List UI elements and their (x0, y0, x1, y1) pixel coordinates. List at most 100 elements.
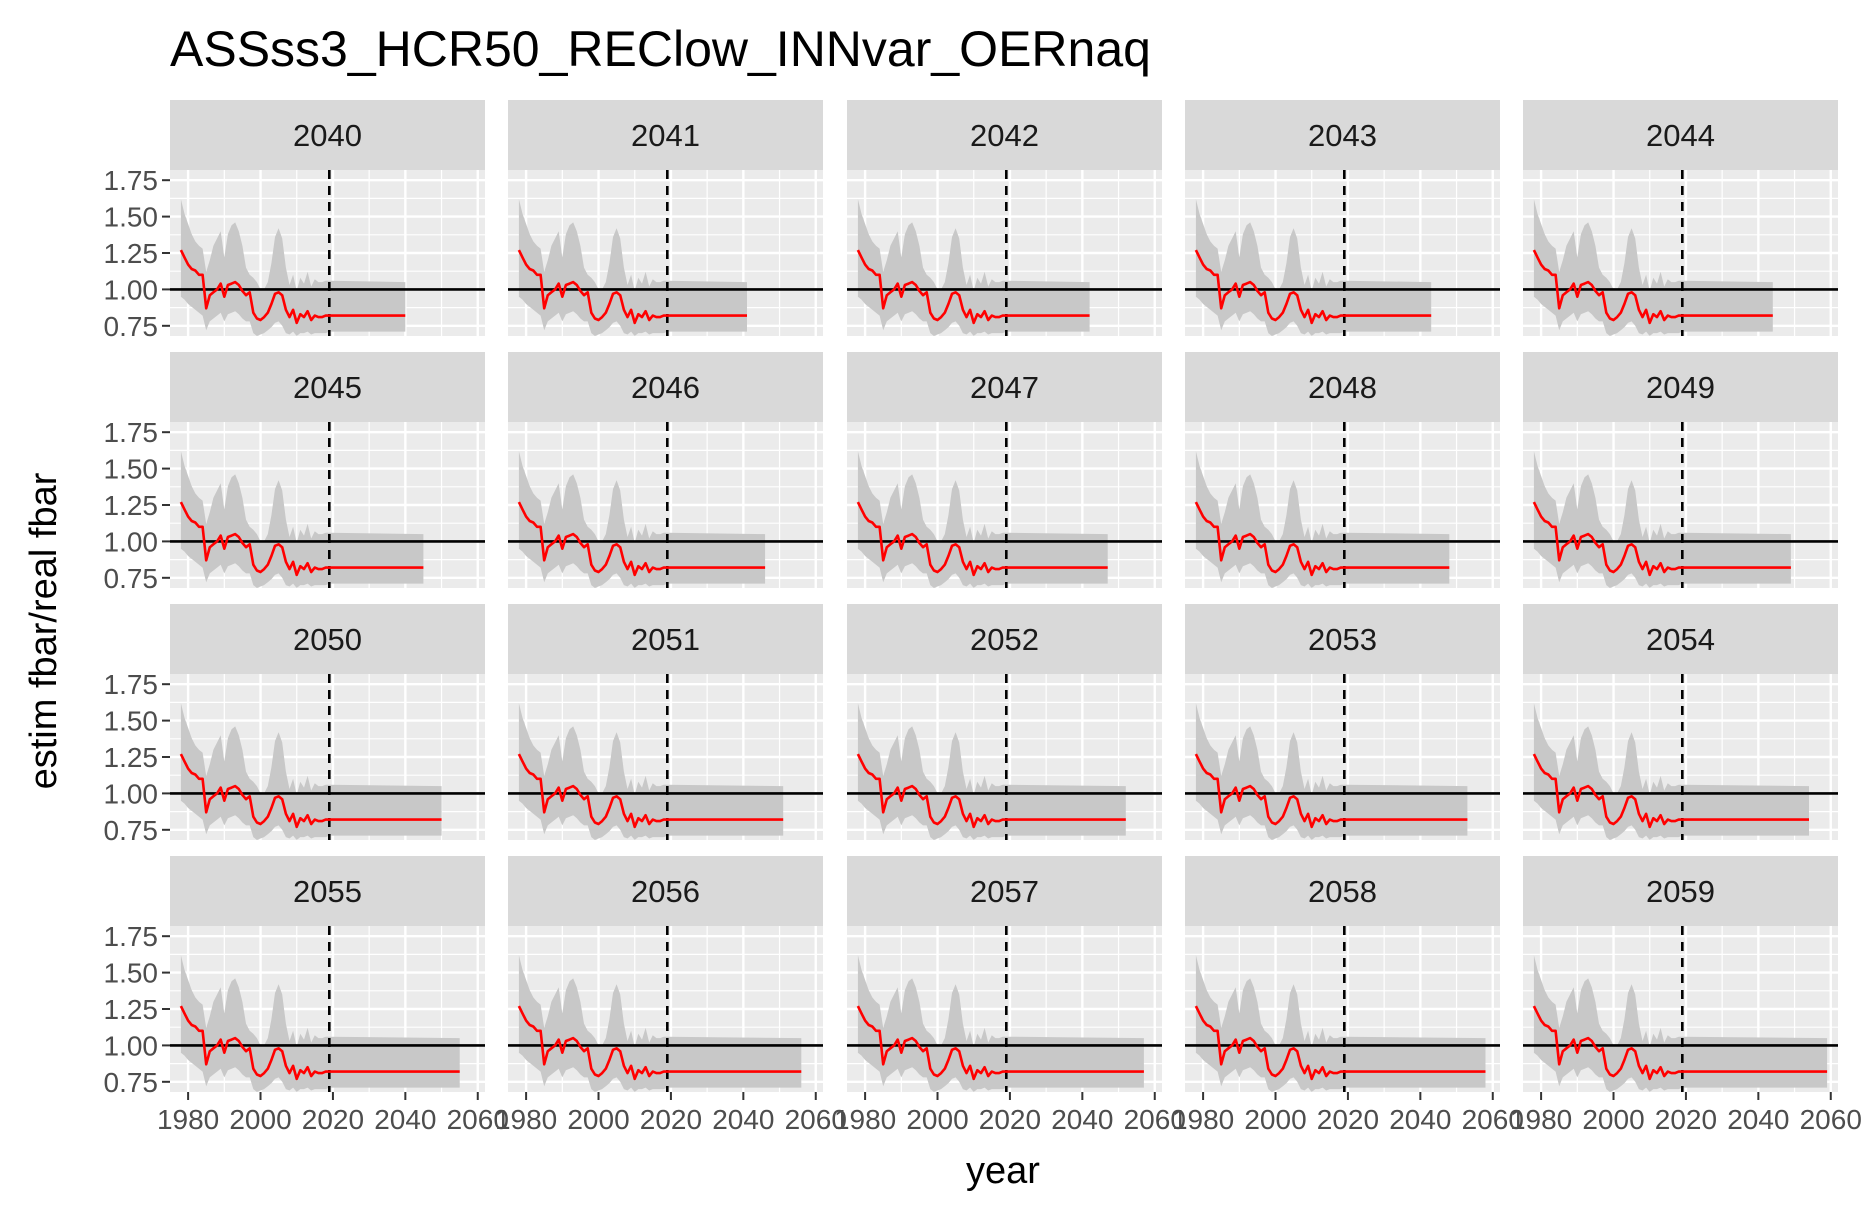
facet-panel-2055: 2055 0.75 1.00 1.25 1.50 1.75 1980 2000 2020 2040… (104, 856, 509, 1135)
x-tick-label: 1980 (157, 1104, 219, 1135)
x-tick-label: 2040 (712, 1104, 774, 1135)
facet-grid: 2040 0.75 1.00 1.25 1.50 1.75 2041 2042 2043 2044… (104, 100, 1862, 1135)
facet-strip (170, 352, 485, 422)
facet-panel-2058: 2058 1980 2000 2020 2040 2060 (1172, 856, 1524, 1135)
x-tick-label: 2060 (1462, 1104, 1524, 1135)
x-tick-label: 2000 (1244, 1104, 1306, 1135)
facet-panel-2040: 2040 0.75 1.00 1.25 1.50 1.75 (104, 100, 485, 342)
facet-strip (1185, 604, 1500, 674)
facet-strip-label: 2049 (1646, 370, 1715, 405)
y-tick-label: 0.75 (104, 815, 159, 846)
y-tick-label: 1.75 (104, 417, 159, 448)
y-tick-label: 1.25 (104, 994, 159, 1025)
y-tick-label: 1.75 (104, 669, 159, 700)
y-tick-label: 1.25 (104, 238, 159, 269)
x-tick-label: 2040 (1051, 1104, 1113, 1135)
facet-strip (508, 856, 823, 926)
uncertainty-ribbon (1195, 703, 1468, 840)
facet-strip (508, 604, 823, 674)
x-tick-label: 2060 (1124, 1104, 1186, 1135)
median-line (1532, 1005, 1828, 1081)
y-tick-label: 1.50 (104, 706, 159, 737)
facet-strip-label: 2056 (631, 874, 700, 909)
y-tick-label: 1.75 (104, 165, 159, 196)
facet-panel-2047: 2047 (847, 352, 1162, 588)
y-tick-label: 0.75 (104, 563, 159, 594)
facet-strip (508, 352, 823, 422)
y-tick-label: 1.50 (104, 958, 159, 989)
facet-strip (847, 856, 1162, 926)
median-line (517, 753, 784, 829)
median-line (856, 501, 1108, 577)
x-tick-label: 2060 (1800, 1104, 1862, 1135)
facet-panel-2056: 2056 1980 2000 2020 2040 2060 (495, 856, 847, 1135)
facet-strip-label: 2053 (1308, 622, 1377, 657)
facet-strip (1185, 100, 1500, 170)
facet-strip (1523, 352, 1838, 422)
x-tick-label: 2020 (1317, 1104, 1379, 1135)
facet-panel-2042: 2042 (847, 100, 1162, 336)
median-line (179, 753, 442, 829)
y-tick-label: 1.25 (104, 490, 159, 521)
uncertainty-ribbon (1195, 199, 1432, 336)
facet-strip-label: 2050 (293, 622, 362, 657)
y-tick-label: 1.25 (104, 742, 159, 773)
x-tick-label: 2040 (1389, 1104, 1451, 1135)
x-tick-label: 2040 (374, 1104, 436, 1135)
x-tick-label: 2020 (1655, 1104, 1717, 1135)
y-tick-label: 0.75 (104, 311, 159, 342)
facet-panel-2052: 2052 (847, 604, 1162, 840)
facet-panel-2059: 2059 1980 2000 2020 2040 2060 (1510, 856, 1862, 1135)
facet-strip-label: 2044 (1646, 118, 1715, 153)
facet-strip (170, 100, 485, 170)
x-tick-label: 2020 (979, 1104, 1041, 1135)
facet-strip (1523, 604, 1838, 674)
x-tick-label: 2060 (785, 1104, 847, 1135)
uncertainty-ribbon (1533, 199, 1773, 336)
uncertainty-ribbon (180, 703, 442, 840)
y-tick-label: 1.00 (104, 526, 159, 557)
y-tick-label: 1.00 (104, 778, 159, 809)
median-line (1194, 249, 1432, 325)
facet-strip-label: 2046 (631, 370, 700, 405)
y-axis-title: estim fbar/real fbar (23, 472, 65, 789)
facet-strip (508, 100, 823, 170)
x-tick-label: 2000 (1582, 1104, 1644, 1135)
median-line (517, 249, 747, 325)
uncertainty-ribbon (857, 703, 1126, 840)
uncertainty-ribbon (518, 703, 784, 840)
uncertainty-ribbon (518, 451, 766, 588)
facet-strip (847, 604, 1162, 674)
median-line (1532, 249, 1773, 325)
facet-panel-2041: 2041 (508, 100, 823, 336)
facet-panel-2051: 2051 (508, 604, 823, 840)
y-tick-label: 1.75 (104, 921, 159, 952)
x-tick-label: 1980 (1172, 1104, 1234, 1135)
facet-strip-label: 2040 (293, 118, 362, 153)
facet-panel-2050: 2050 0.75 1.00 1.25 1.50 1.75 (104, 604, 485, 846)
x-tick-label: 2020 (302, 1104, 364, 1135)
uncertainty-ribbon (1195, 955, 1486, 1092)
facet-strip-label: 2054 (1646, 622, 1715, 657)
median-line (1194, 753, 1468, 829)
facet-strip-label: 2059 (1646, 874, 1715, 909)
facet-panel-2046: 2046 (508, 352, 823, 588)
x-tick-label: 1980 (1510, 1104, 1572, 1135)
facet-strip (170, 604, 485, 674)
uncertainty-ribbon (1533, 451, 1791, 588)
y-tick-label: 1.50 (104, 454, 159, 485)
x-axis-title: year (966, 1150, 1040, 1192)
median-line (1194, 501, 1450, 577)
x-tick-label: 2000 (229, 1104, 291, 1135)
uncertainty-ribbon (1533, 955, 1828, 1092)
facet-panel-2049: 2049 (1523, 352, 1838, 588)
uncertainty-ribbon (518, 199, 747, 336)
facet-strip-label: 2051 (631, 622, 700, 657)
x-tick-label: 1980 (495, 1104, 557, 1135)
y-tick-label: 1.00 (104, 1030, 159, 1061)
uncertainty-ribbon (1533, 703, 1809, 840)
facet-panel-2045: 2045 0.75 1.00 1.25 1.50 1.75 (104, 352, 485, 594)
facet-panel-2054: 2054 (1523, 604, 1838, 840)
x-tick-label: 1980 (834, 1104, 896, 1135)
